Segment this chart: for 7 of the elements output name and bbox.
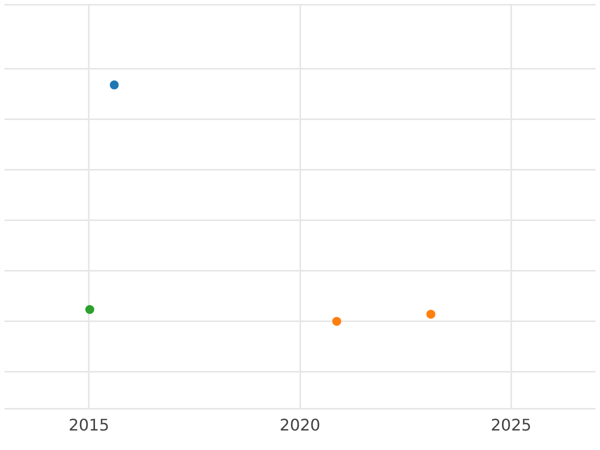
x-tick-label: 2020: [280, 416, 320, 435]
x-tick-label: 2015: [68, 416, 110, 435]
point: [85, 305, 94, 314]
point: [332, 316, 342, 326]
point: [110, 80, 119, 90]
x-tick-label: 2025: [490, 416, 532, 435]
point: [426, 310, 436, 319]
